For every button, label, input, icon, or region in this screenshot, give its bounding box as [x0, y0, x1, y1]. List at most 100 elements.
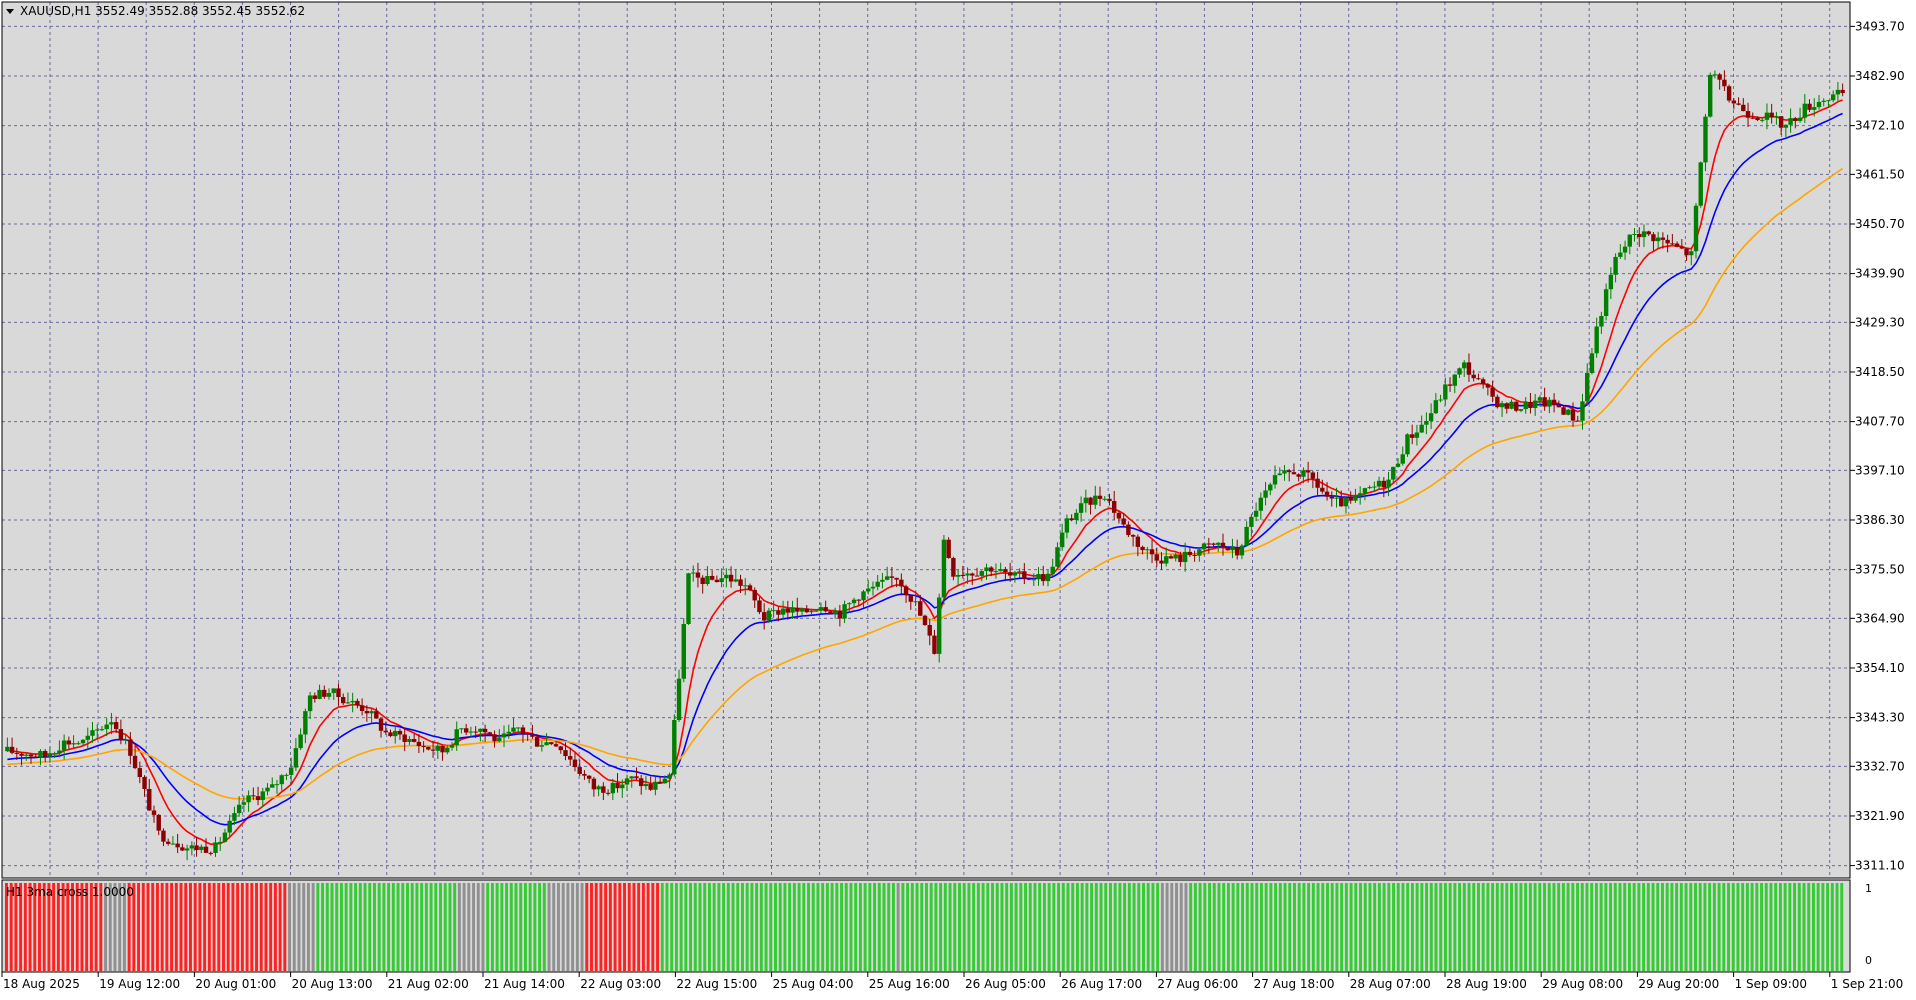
candle-body	[1003, 569, 1008, 573]
candle-body	[1674, 243, 1680, 247]
indicator-bar	[594, 883, 598, 971]
indicator-bar	[1745, 883, 1749, 971]
indicator-bar	[1099, 883, 1103, 971]
indicator-bar	[1613, 883, 1617, 971]
indicator-bar	[170, 883, 174, 971]
indicator-bar	[1760, 883, 1764, 971]
indicator-bar	[505, 883, 509, 971]
candle-body	[534, 736, 540, 747]
indicator-bar	[1698, 883, 1702, 971]
candle-body	[255, 796, 261, 801]
candle-body	[1476, 378, 1481, 380]
candle-body	[1192, 554, 1197, 556]
candle-body	[1788, 118, 1793, 125]
candle-body	[932, 635, 937, 654]
candle-body	[544, 742, 549, 746]
candle-body	[965, 573, 970, 576]
candle-body	[331, 688, 336, 694]
indicator-bar	[1359, 883, 1362, 971]
candle-body	[222, 832, 228, 842]
candle-body	[236, 804, 242, 814]
indicator-bar	[1835, 883, 1839, 971]
indicator-bar	[288, 883, 292, 971]
indicator-bar	[476, 883, 480, 971]
candle-body	[1112, 501, 1117, 513]
candle-body	[1178, 554, 1183, 563]
indicator-bar	[1382, 883, 1386, 971]
candle-body	[1145, 549, 1150, 551]
indicator-bar	[910, 883, 914, 971]
indicator-bar	[1821, 883, 1825, 971]
candle-body	[1022, 571, 1027, 579]
candle-body	[960, 574, 966, 576]
indicator-bar	[453, 883, 457, 971]
candle-body	[970, 573, 975, 576]
candle-body	[161, 830, 166, 842]
indicator-bar	[495, 883, 499, 971]
candle-body	[1570, 409, 1576, 421]
candle-body	[766, 610, 772, 621]
indicator-bar	[1311, 883, 1315, 971]
candle-body	[1263, 490, 1268, 498]
indicator-bar	[1090, 883, 1094, 971]
candle-body	[1646, 231, 1651, 235]
candle-body	[38, 751, 43, 757]
candle-body	[951, 558, 956, 577]
indicator-bar	[1236, 883, 1240, 971]
candle-body	[998, 569, 1003, 572]
indicator-bar	[5, 883, 8, 971]
candle-body	[1514, 401, 1519, 411]
candle-body	[109, 722, 114, 725]
candle-body	[487, 732, 493, 735]
indicator-bar	[85, 883, 89, 971]
indicator-bar	[1576, 883, 1580, 971]
candle-body	[1793, 118, 1798, 121]
indicator-bar	[849, 883, 853, 971]
candle-body	[132, 755, 138, 769]
indicator-bar	[608, 883, 612, 971]
y-tick-label: 3321.90	[1855, 809, 1905, 823]
indicator-bar	[1335, 883, 1339, 971]
candle-body	[1760, 119, 1765, 121]
candle-body	[1140, 546, 1145, 551]
indicator-bar	[1231, 883, 1235, 971]
x-tick-label: 20 Aug 01:00	[195, 977, 276, 991]
candle-body	[1400, 454, 1405, 464]
indicator-bar	[1528, 883, 1532, 971]
x-tick-label: 21 Aug 14:00	[484, 977, 565, 991]
indicator-bar	[1637, 883, 1641, 971]
candle-body	[341, 697, 346, 704]
candle-body	[1443, 384, 1448, 400]
candle-body	[804, 608, 809, 613]
indicator-bar	[410, 883, 414, 971]
candle-body	[1395, 463, 1401, 467]
x-tick-label: 25 Aug 04:00	[773, 977, 854, 991]
indicator-bar	[1061, 883, 1065, 971]
candle-body	[241, 802, 247, 805]
indicator-bar	[1377, 883, 1381, 971]
indicator-bar	[863, 883, 867, 971]
indicator-bar	[1019, 883, 1023, 971]
indicator-bar	[108, 883, 112, 971]
candle-body	[1712, 74, 1718, 76]
indicator-bar	[61, 883, 65, 971]
x-tick-label: 29 Aug 08:00	[1542, 977, 1623, 991]
indicator-bar	[1420, 883, 1424, 971]
y-tick-label: 3429.30	[1855, 315, 1905, 329]
indicator-bar	[1472, 883, 1476, 971]
candle-body	[378, 718, 384, 731]
indicator-bar	[1071, 883, 1075, 971]
candle-body	[1164, 556, 1169, 564]
indicator-bar	[858, 883, 862, 971]
indicator-bar	[1142, 883, 1145, 971]
indicator-bar	[1651, 883, 1655, 971]
candle-body	[1197, 549, 1202, 556]
candle-body	[553, 744, 559, 747]
y-tick-label: 3332.70	[1855, 759, 1905, 773]
indicator-bar	[1184, 883, 1188, 971]
indicator-bar	[1778, 883, 1782, 971]
candle-body	[1135, 536, 1141, 547]
dropdown-triangle-icon[interactable]	[6, 9, 14, 14]
candle-body	[1045, 573, 1051, 582]
candle-body	[1542, 397, 1547, 407]
